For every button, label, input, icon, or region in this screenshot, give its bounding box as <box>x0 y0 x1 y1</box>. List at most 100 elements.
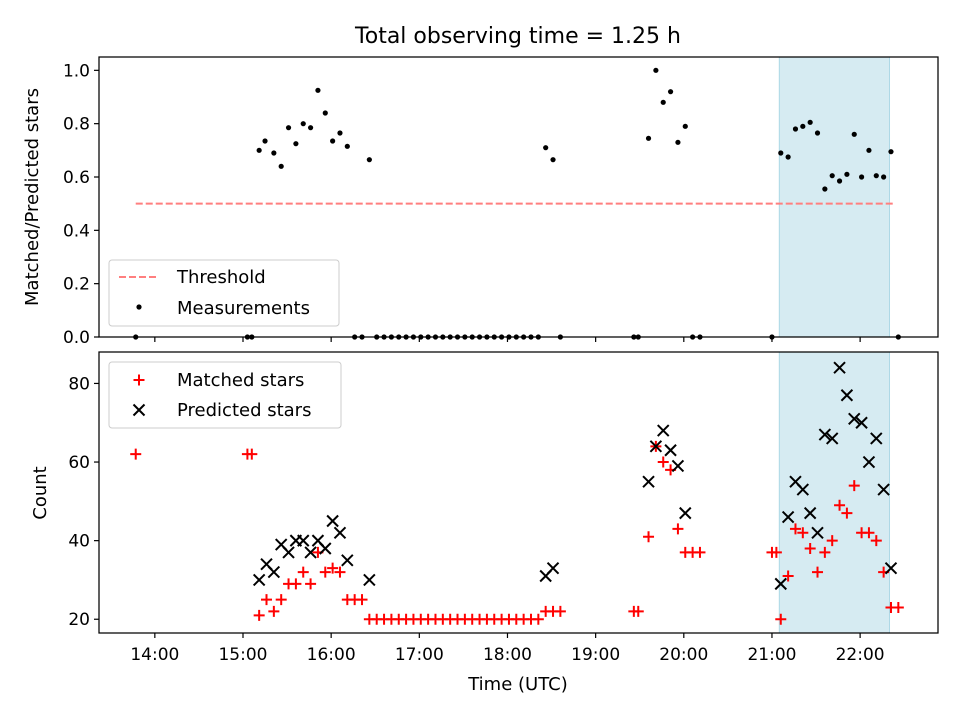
y-tick-label: 0.2 <box>63 275 90 295</box>
y-axis-ticks: 0.0 0.2 0.4 0.6 0.8 1.0 <box>63 61 99 348</box>
predicted-star-point <box>664 444 677 457</box>
matched-star-point <box>643 531 655 543</box>
legend-predicted-label: Predicted stars <box>177 400 311 421</box>
predicted-star-point <box>796 483 810 496</box>
matched-star-point <box>770 546 782 558</box>
measurement-point <box>888 149 894 155</box>
measurement-point <box>785 154 791 160</box>
matched-star-point <box>297 566 309 578</box>
measurement-point <box>285 125 292 131</box>
matched-star-point <box>892 601 904 613</box>
matched-star-point <box>812 566 824 578</box>
measurement-point <box>858 174 865 180</box>
measurement-point <box>271 150 277 156</box>
predicted-star-point <box>671 459 685 473</box>
x-tick-label: 16:00 <box>307 645 356 665</box>
predicted-star-point <box>862 455 876 469</box>
measurement-point <box>300 121 306 127</box>
matched-star-point <box>672 523 684 535</box>
measurement-point <box>873 173 879 179</box>
predicted-star-point <box>649 440 663 453</box>
matched-star-point <box>532 613 544 625</box>
measurement-point <box>307 125 314 131</box>
legend-box <box>108 361 342 429</box>
matched-star-point <box>268 605 280 617</box>
x-axis-ticks <box>154 337 861 342</box>
legend: Matched stars Predicted stars <box>108 361 342 429</box>
count-series <box>130 361 904 625</box>
matched-star-point <box>253 609 265 621</box>
legend-predicted-swatch <box>132 403 146 417</box>
matched-star-point <box>826 535 838 547</box>
x-tick-label: 15:00 <box>218 645 267 665</box>
ratio-series <box>133 67 901 340</box>
measurement-point <box>667 89 674 95</box>
y-axis-label: Matched/Predicted stars <box>22 88 43 306</box>
measurement-point <box>881 174 887 180</box>
predicted-star-point <box>252 573 266 587</box>
measurement-point <box>278 163 284 169</box>
x-axis-ticks: 14:00 15:00 16:00 17:00 18:00 19:00 20:00 21:00… <box>130 633 885 665</box>
legend-matched-swatch <box>133 374 145 386</box>
predicted-star-point <box>642 475 655 488</box>
predicted-star-point <box>848 412 861 426</box>
measurement-point <box>829 173 835 179</box>
x-tick-label: 14:00 <box>130 645 179 665</box>
y-tick-label: 0.8 <box>63 115 90 135</box>
predicted-star-point <box>546 561 560 575</box>
matched-star-point <box>782 570 794 582</box>
matched-star-point <box>841 507 853 519</box>
predicted-star-point <box>657 424 670 437</box>
x-tick-label: 17:00 <box>395 645 444 665</box>
matched-star-point <box>334 566 346 578</box>
matched-star-point <box>657 456 669 468</box>
x-tick-label: 22:00 <box>836 645 885 665</box>
measurement-point <box>836 178 843 184</box>
measurement-point <box>330 138 336 144</box>
measurement-point <box>675 139 681 145</box>
legend-matched-label: Matched stars <box>177 370 304 391</box>
legend: Threshold Measurements <box>108 259 340 327</box>
matched-star-point <box>554 605 566 617</box>
matched-star-point <box>797 527 809 539</box>
measurement-point <box>778 150 784 156</box>
matched-star-point <box>789 523 801 535</box>
matched-star-point <box>804 543 816 555</box>
measurement-point <box>256 147 262 153</box>
measurement-point <box>653 67 659 73</box>
matched-star-point <box>356 594 368 606</box>
measurement-point <box>337 130 343 136</box>
matched-star-point <box>290 578 302 590</box>
y-tick-label: 80 <box>68 374 90 394</box>
count-panel: 20 40 60 80 14:00 15:00 16:00 17:00 18:00 19:00 2… <box>30 351 939 695</box>
axes-frame <box>98 56 939 338</box>
highlight-span <box>778 56 891 338</box>
matched-star-point <box>327 562 339 574</box>
matched-star-point <box>246 448 258 460</box>
measurement-point <box>645 135 652 141</box>
matched-star-point <box>819 546 831 558</box>
x-tick-label: 19:00 <box>571 645 620 665</box>
matched-star-point <box>305 578 317 590</box>
measurement-point <box>550 157 556 163</box>
predicted-star-point <box>870 432 883 445</box>
legend-measurements-swatch <box>136 304 142 310</box>
measurement-point <box>293 141 299 147</box>
measurement-point <box>851 131 857 137</box>
y-tick-label: 40 <box>68 532 90 552</box>
predicted-star-point <box>304 546 317 559</box>
predicted-star-point <box>297 534 310 547</box>
matched-star-point <box>130 448 142 460</box>
y-tick-label: 1.0 <box>63 61 90 81</box>
predicted-star-point <box>333 526 347 539</box>
y-tick-label: 20 <box>68 610 90 630</box>
matched-star-point <box>275 594 287 606</box>
matched-star-point <box>632 605 644 617</box>
predicted-star-point <box>679 506 692 520</box>
matched-star-point <box>775 613 787 625</box>
measurement-point <box>660 99 666 105</box>
predicted-star-point <box>319 542 332 555</box>
measurement-point <box>543 145 549 151</box>
measurement-point <box>792 126 799 132</box>
